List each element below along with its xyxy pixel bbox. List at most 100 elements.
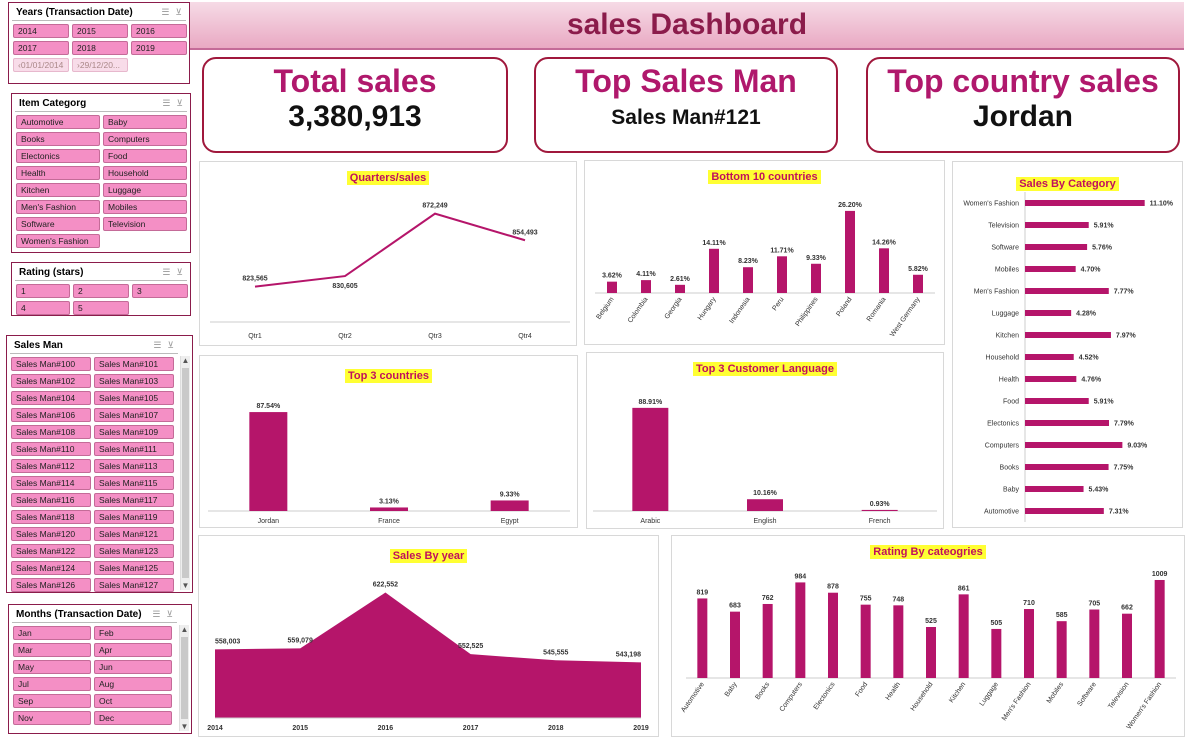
slicer-item[interactable]: Feb bbox=[94, 626, 172, 640]
slicer-item[interactable]: Sales Man#126 bbox=[11, 578, 91, 592]
slicer-item[interactable]: Television bbox=[103, 217, 187, 231]
slicer-item[interactable]: Jul bbox=[13, 677, 91, 691]
slicer-item[interactable]: Sales Man#108 bbox=[11, 425, 91, 439]
slicer-item[interactable]: Sales Man#112 bbox=[11, 459, 91, 473]
data-label: 7.77% bbox=[1114, 289, 1135, 296]
multi-select-icon[interactable]: ☰ bbox=[162, 98, 171, 108]
total-sales-card: Total sales 3,380,913 bbox=[202, 57, 508, 153]
tick-label: Women's Fashion bbox=[963, 201, 1019, 208]
slicer-item[interactable]: Sales Man#109 bbox=[94, 425, 174, 439]
quarters-chart-title: Quarters/sales bbox=[346, 171, 430, 185]
slicer-item[interactable]: ›29/12/20... bbox=[72, 58, 128, 72]
slicer-item[interactable]: Sales Man#119 bbox=[94, 510, 174, 524]
slicer-item[interactable]: Sales Man#110 bbox=[11, 442, 91, 456]
slicer-item[interactable]: Sales Man#117 bbox=[94, 493, 174, 507]
clear-filter-icon[interactable]: ⊻ bbox=[176, 98, 183, 108]
data-label: 4.76% bbox=[1081, 377, 1102, 384]
slicer-item[interactable]: 3 bbox=[132, 284, 188, 298]
slicer-item[interactable]: Men's Fashion bbox=[16, 200, 100, 214]
slicer-item[interactable]: 2 bbox=[73, 284, 129, 298]
slicer-item[interactable]: Sales Man#113 bbox=[94, 459, 174, 473]
multi-select-icon[interactable]: ☰ bbox=[161, 7, 170, 17]
clear-filter-icon[interactable]: ⊻ bbox=[166, 609, 173, 619]
slicer-item[interactable]: Computers bbox=[103, 132, 187, 146]
slicer-item[interactable]: Food bbox=[103, 149, 187, 163]
slicer-item[interactable]: Sales Man#125 bbox=[94, 561, 174, 575]
slicer-item[interactable]: Dec bbox=[94, 711, 172, 725]
slicer-item[interactable]: Nov bbox=[13, 711, 91, 725]
bar bbox=[991, 628, 1002, 678]
bar bbox=[490, 500, 529, 511]
slicer-item[interactable]: 2016 bbox=[131, 24, 187, 38]
slicer-item[interactable]: 2018 bbox=[72, 41, 128, 55]
salesman-scrollbar[interactable]: ▲ ▼ bbox=[180, 356, 190, 590]
slicer-item[interactable]: Mar bbox=[13, 643, 91, 657]
multi-select-icon[interactable]: ☰ bbox=[153, 340, 162, 350]
slicer-item[interactable]: Software bbox=[16, 217, 100, 231]
slicer-item[interactable]: 1 bbox=[16, 284, 70, 298]
slicer-item[interactable]: May bbox=[13, 660, 91, 674]
slicer-item[interactable]: Apr bbox=[94, 643, 172, 657]
slicer-item[interactable]: 2019 bbox=[131, 41, 187, 55]
slicer-item[interactable]: 2017 bbox=[13, 41, 69, 55]
slicer-item[interactable]: Baby bbox=[103, 115, 187, 129]
slicer-item[interactable]: ‹01/01/2014 bbox=[13, 58, 69, 72]
slicer-item[interactable]: Aug bbox=[94, 677, 172, 691]
clear-filter-icon[interactable]: ⊻ bbox=[167, 340, 174, 350]
slicer-item[interactable]: Sales Man#103 bbox=[94, 374, 174, 388]
data-label: 552,525 bbox=[458, 643, 483, 650]
slicer-item[interactable]: Electonics bbox=[16, 149, 100, 163]
slicer-item[interactable]: Sales Man#100 bbox=[11, 357, 91, 371]
slicer-item[interactable]: Sales Man#118 bbox=[11, 510, 91, 524]
slicer-item[interactable]: Sales Man#120 bbox=[11, 527, 91, 541]
slicer-item[interactable]: Sales Man#104 bbox=[11, 391, 91, 405]
slicer-item[interactable]: Sales Man#121 bbox=[94, 527, 174, 541]
slicer-item[interactable]: Sales Man#107 bbox=[94, 408, 174, 422]
slicer-item[interactable]: Sales Man#102 bbox=[11, 374, 91, 388]
slicer-item[interactable]: Oct bbox=[94, 694, 172, 708]
slicer-item[interactable]: Sales Man#127 bbox=[94, 578, 174, 592]
slicer-item[interactable]: 2015 bbox=[72, 24, 128, 38]
slicer-item[interactable]: 5 bbox=[73, 301, 129, 315]
months-scrollbar[interactable]: ▲ ▼ bbox=[179, 625, 189, 731]
top-country-value: Jordan bbox=[972, 100, 1074, 133]
slicer-item[interactable]: Household bbox=[103, 166, 187, 180]
bar bbox=[1025, 200, 1145, 206]
clear-filter-icon[interactable]: ⊻ bbox=[176, 267, 183, 277]
slicer-item[interactable]: Books bbox=[16, 132, 100, 146]
slicer-item[interactable]: Automotive bbox=[16, 115, 100, 129]
slicer-item[interactable]: Sep bbox=[13, 694, 91, 708]
slicer-item[interactable]: Sales Man#106 bbox=[11, 408, 91, 422]
category-slicer-title: Item Categorg bbox=[19, 98, 87, 109]
data-label: 5.82% bbox=[908, 266, 929, 273]
multi-select-icon[interactable]: ☰ bbox=[152, 609, 161, 619]
bar bbox=[1025, 332, 1111, 338]
language-chart: Top 3 Customer Language 88.91% Arabic 10.1… bbox=[586, 352, 944, 529]
slicer-item[interactable]: Sales Man#116 bbox=[11, 493, 91, 507]
slicer-item[interactable]: 2014 bbox=[13, 24, 69, 38]
multi-select-icon[interactable]: ☰ bbox=[162, 267, 171, 277]
rating-chart-title: Rating By cateogries bbox=[870, 545, 986, 559]
slicer-item[interactable]: Health bbox=[16, 166, 100, 180]
slicer-item[interactable]: Sales Man#105 bbox=[94, 391, 174, 405]
slicer-item[interactable]: Sales Man#101 bbox=[94, 357, 174, 371]
slicer-item[interactable]: Women's Fashion bbox=[16, 234, 100, 248]
slicer-item[interactable]: Sales Man#124 bbox=[11, 561, 91, 575]
tick-label: Books bbox=[754, 681, 771, 701]
top3-countries-chart-title: Top 3 countries bbox=[344, 369, 433, 383]
slicer-item[interactable]: Sales Man#111 bbox=[94, 442, 174, 456]
slicer-item[interactable]: 4 bbox=[16, 301, 70, 315]
data-label: 0.93% bbox=[870, 501, 891, 508]
slicer-item[interactable]: Sales Man#114 bbox=[11, 476, 91, 490]
slicer-item[interactable]: Mobiles bbox=[103, 200, 187, 214]
slicer-item[interactable]: Jun bbox=[94, 660, 172, 674]
slicer-item[interactable]: Jan bbox=[13, 626, 91, 640]
clear-filter-icon[interactable]: ⊻ bbox=[175, 7, 182, 17]
slicer-item[interactable]: Sales Man#123 bbox=[94, 544, 174, 558]
slicer-item[interactable]: Sales Man#122 bbox=[11, 544, 91, 558]
slicer-item[interactable]: Sales Man#115 bbox=[94, 476, 174, 490]
slicer-item[interactable]: Luggage bbox=[103, 183, 187, 197]
slicer-item[interactable]: Kitchen bbox=[16, 183, 100, 197]
bar bbox=[632, 407, 669, 511]
